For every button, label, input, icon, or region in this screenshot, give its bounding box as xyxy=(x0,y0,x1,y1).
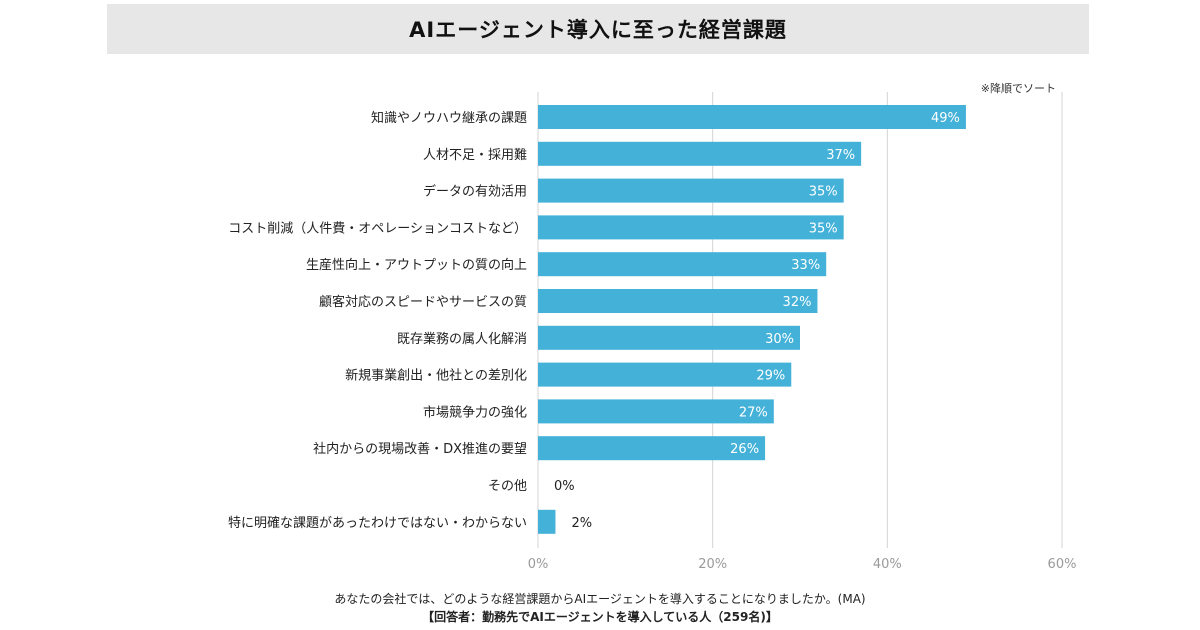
category-label: 生産性向上・アウトプットの質の向上 xyxy=(306,257,527,273)
bar xyxy=(538,509,556,534)
category-label: 社内からの現場改善・DX推進の要望 xyxy=(313,441,527,457)
data-label: 33% xyxy=(791,258,820,273)
data-label: 0% xyxy=(554,479,575,494)
data-label: 49% xyxy=(931,111,960,126)
bar xyxy=(538,289,818,313)
x-tick-label: 0% xyxy=(528,557,549,572)
data-label: 2% xyxy=(571,516,592,531)
bar xyxy=(538,141,862,166)
x-tick-label: 40% xyxy=(873,557,902,572)
data-label: 35% xyxy=(809,185,838,200)
respondent-note: 【回答者：勤務先でAIエージェントを導入している人（259名)】 xyxy=(422,610,778,624)
category-label: その他 xyxy=(488,479,527,494)
bar xyxy=(538,105,966,129)
category-label: コスト削減（人件費・オペレーションコストなど） xyxy=(228,220,527,236)
data-label: 30% xyxy=(765,332,794,347)
category-label: データの有効活用 xyxy=(423,184,527,200)
category-label: 新規事業創出・他社との差別化 xyxy=(345,368,527,384)
category-label: 市場競争力の強化 xyxy=(423,404,527,420)
category-label: 知識やノウハウ継承の課題 xyxy=(371,110,527,126)
data-label: 29% xyxy=(756,369,785,384)
data-label: 27% xyxy=(739,405,768,420)
chart-title-bar: AIエージェント導入に至った経営課題 xyxy=(107,4,1089,54)
bar xyxy=(538,436,766,461)
data-label: 37% xyxy=(826,148,855,163)
bar xyxy=(538,325,800,350)
bar xyxy=(538,362,792,387)
category-label: 既存業務の属人化解消 xyxy=(397,331,527,347)
data-label: 26% xyxy=(730,442,759,457)
bar xyxy=(538,399,774,424)
bar xyxy=(538,178,844,203)
x-tick-label: 20% xyxy=(698,557,727,572)
bar xyxy=(538,252,827,277)
bar xyxy=(538,215,844,240)
category-label: 顧客対応のスピードやサービスの質 xyxy=(319,294,527,310)
survey-question: あなたの会社では、どのような経営課題からAIエージェントを導入することになりまし… xyxy=(334,592,866,606)
chart-title: AIエージェント導入に至った経営課題 xyxy=(409,18,787,42)
category-label: 特に明確な課題があったわけではない・わからない xyxy=(228,515,527,531)
data-label: 35% xyxy=(809,221,838,236)
sort-note: ※降順でソート xyxy=(981,81,1056,95)
data-label: 32% xyxy=(783,295,812,310)
category-label: 人材不足・採用難 xyxy=(423,148,527,163)
x-tick-label: 60% xyxy=(1048,557,1077,572)
